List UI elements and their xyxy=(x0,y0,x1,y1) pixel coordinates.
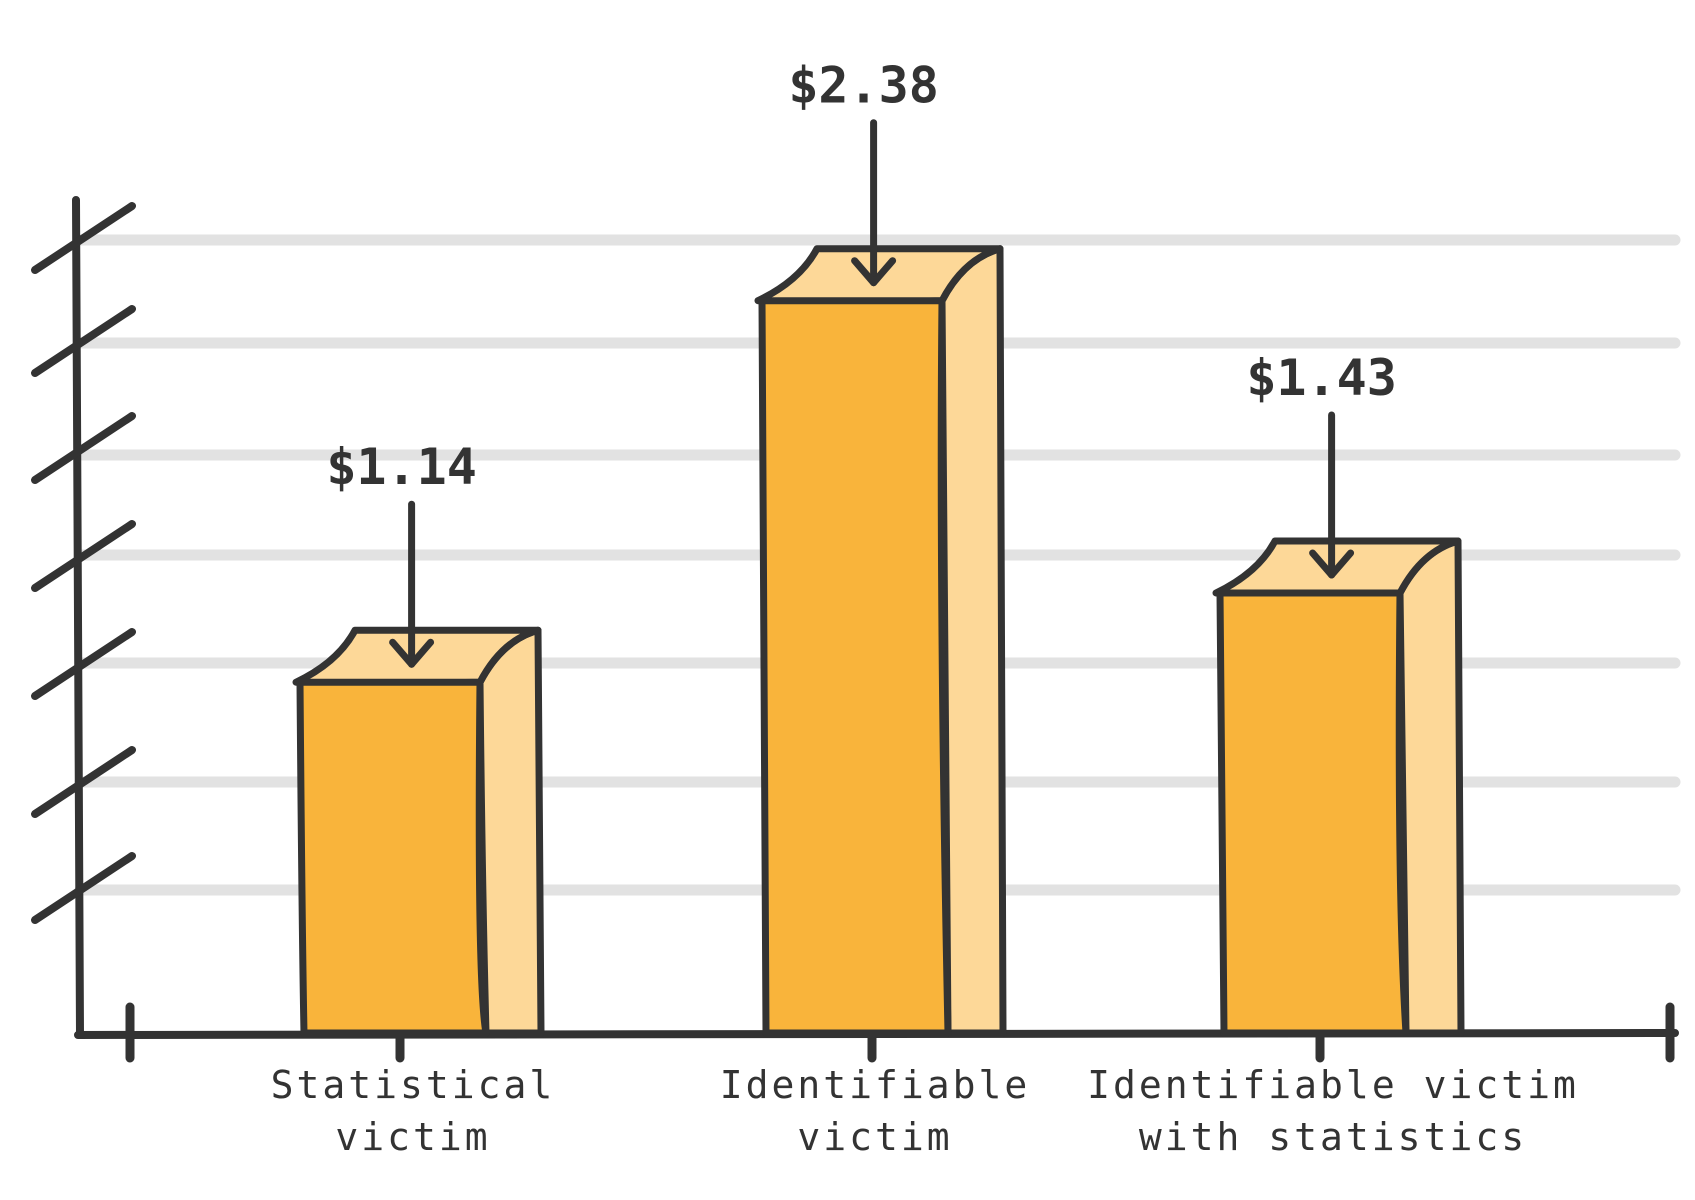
category-label-3: Identifiable victim with statistics xyxy=(1087,1063,1579,1159)
bar-3 xyxy=(1212,537,1465,1037)
y-axis-ticks xyxy=(31,202,136,924)
value-labels: $1.14 $2.38 $1.43 xyxy=(326,57,1397,497)
arrow-head xyxy=(1309,549,1355,579)
y-axis-tick-3 xyxy=(31,412,136,484)
bar-2 xyxy=(754,245,1007,1037)
y-axis-tick-7 xyxy=(31,852,136,924)
category-label-2: Identifiable victim xyxy=(720,1063,1031,1159)
y-axis xyxy=(72,196,84,1039)
y-axis-tick-5 xyxy=(31,628,136,700)
arrow-head xyxy=(851,257,897,287)
y-axis-tick-6 xyxy=(31,746,136,818)
category-label-line: Identifiable victim xyxy=(1087,1063,1579,1107)
category-label-line: victim xyxy=(797,1115,952,1159)
y-axis-tick-4 xyxy=(31,520,136,592)
value-arrows xyxy=(389,119,1355,668)
value-arrow-2 xyxy=(851,119,897,287)
category-label-line: Statistical xyxy=(271,1063,556,1107)
value-arrow-3 xyxy=(1309,411,1355,579)
bar-side-face xyxy=(476,626,545,1037)
arrow-head xyxy=(389,638,435,668)
category-label-line: with statistics xyxy=(1139,1115,1527,1159)
bar-side-face xyxy=(1396,537,1465,1037)
y-axis-tick-2 xyxy=(31,305,136,377)
bar-front-face xyxy=(1216,589,1410,1037)
value-arrow-1 xyxy=(389,500,435,668)
value-label-2: $2.38 xyxy=(788,57,939,115)
category-label-1: Statistical victim xyxy=(271,1063,556,1159)
bar-1 xyxy=(292,626,545,1037)
bar-side-face xyxy=(938,245,1007,1037)
value-label-1: $1.14 xyxy=(326,438,477,496)
value-label-3: $1.43 xyxy=(1246,349,1397,407)
category-label-line: Identifiable xyxy=(720,1063,1031,1107)
y-axis-tick-1 xyxy=(31,202,136,274)
bar-front-face xyxy=(758,297,952,1037)
bar-front-face xyxy=(296,678,490,1037)
category-label-line: victim xyxy=(335,1115,490,1159)
